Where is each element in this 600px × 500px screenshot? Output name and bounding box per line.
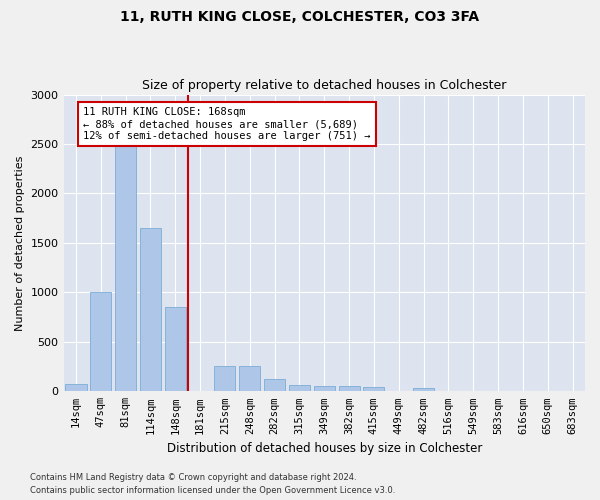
Bar <box>239 366 260 392</box>
Bar <box>264 379 285 392</box>
Text: Contains HM Land Registry data © Crown copyright and database right 2024.
Contai: Contains HM Land Registry data © Crown c… <box>30 474 395 495</box>
Bar <box>338 386 359 392</box>
Title: Size of property relative to detached houses in Colchester: Size of property relative to detached ho… <box>142 79 506 92</box>
Bar <box>364 388 385 392</box>
Text: 11 RUTH KING CLOSE: 168sqm
← 88% of detached houses are smaller (5,689)
12% of s: 11 RUTH KING CLOSE: 168sqm ← 88% of deta… <box>83 108 371 140</box>
Bar <box>90 292 112 392</box>
Bar <box>65 384 86 392</box>
Y-axis label: Number of detached properties: Number of detached properties <box>15 155 25 330</box>
Bar <box>413 388 434 392</box>
Bar <box>314 386 335 392</box>
Bar <box>214 366 235 392</box>
X-axis label: Distribution of detached houses by size in Colchester: Distribution of detached houses by size … <box>167 442 482 455</box>
Text: 11, RUTH KING CLOSE, COLCHESTER, CO3 3FA: 11, RUTH KING CLOSE, COLCHESTER, CO3 3FA <box>121 10 479 24</box>
Bar <box>140 228 161 392</box>
Bar <box>115 146 136 392</box>
Bar <box>165 307 186 392</box>
Bar <box>289 386 310 392</box>
